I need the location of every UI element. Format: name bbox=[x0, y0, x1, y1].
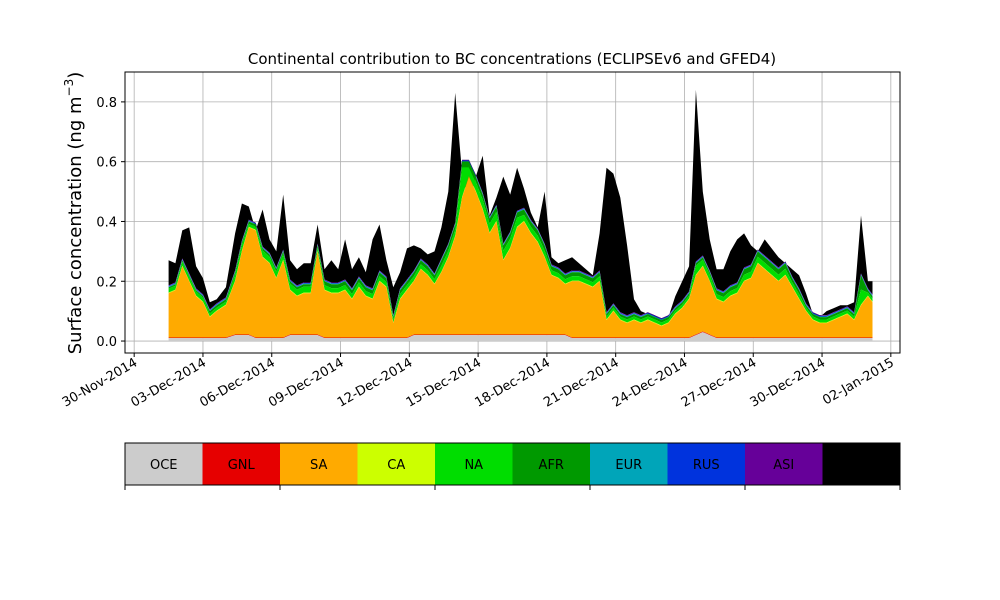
legend-swatch-sa bbox=[280, 443, 358, 485]
x-tick-label: 12-Dec-2014 bbox=[335, 355, 415, 410]
y-tick-label: 0.8 bbox=[96, 96, 117, 111]
y-tick-label: 0.0 bbox=[96, 335, 117, 350]
y-tick-label: 0.4 bbox=[96, 215, 117, 230]
legend-label-asi: ASI bbox=[773, 458, 794, 473]
x-tick-label: 30-Nov-2014 bbox=[60, 355, 140, 410]
legend-swatch-afr bbox=[512, 443, 591, 485]
y-tick-label: 0.2 bbox=[96, 275, 117, 290]
area-series-afr bbox=[168, 161, 873, 323]
legend-label-rus: RUS bbox=[693, 458, 720, 473]
x-tick-label: 15-Dec-2014 bbox=[404, 355, 484, 410]
legend-label-sa: SA bbox=[310, 458, 327, 473]
legend-label-afr: AFR bbox=[539, 458, 564, 473]
area-series-oce bbox=[168, 332, 873, 341]
plot-frame bbox=[124, 71, 901, 354]
legend-label-gnl: GNL bbox=[228, 458, 256, 473]
y-tick-label: 0.6 bbox=[96, 156, 117, 171]
y-axis-label: Surface concentration (ng m−3) bbox=[62, 72, 86, 355]
legend-label-na: NA bbox=[464, 458, 483, 473]
plot-area bbox=[125, 72, 900, 353]
legend-label-aus: AUS bbox=[848, 458, 875, 473]
legend-swatch-ca bbox=[357, 443, 436, 485]
legend-swatch-na bbox=[435, 443, 513, 485]
area-series-aus bbox=[168, 89, 873, 321]
x-tick-label: 30-Dec-2014 bbox=[748, 355, 828, 410]
x-tick-label: 03-Dec-2014 bbox=[129, 355, 209, 410]
colorbar-legend: OCE GNL SA CA NA AFR EUR RUS ASI AUS bbox=[124, 442, 901, 490]
colorbar-frame bbox=[124, 442, 901, 486]
legend-label-eur: EUR bbox=[615, 458, 642, 473]
area-series-sa bbox=[168, 176, 873, 338]
x-tick-label: 27-Dec-2014 bbox=[679, 355, 759, 410]
legend-swatch-gnl bbox=[202, 443, 281, 485]
x-tick-label: 09-Dec-2014 bbox=[266, 355, 346, 410]
legend-swatch-rus bbox=[667, 443, 746, 485]
area-series-na bbox=[168, 167, 873, 326]
legend-label-oce: OCE bbox=[150, 458, 178, 473]
legend-swatch-aus bbox=[822, 443, 901, 485]
x-tick-label: 02-Jan-2015 bbox=[820, 355, 897, 408]
legend-swatch-oce bbox=[125, 443, 203, 485]
x-tick-label: 21-Dec-2014 bbox=[541, 355, 621, 410]
x-tick-label: 24-Dec-2014 bbox=[610, 355, 690, 410]
x-tick-label: 18-Dec-2014 bbox=[472, 355, 552, 410]
area-series-gnl bbox=[168, 331, 873, 339]
legend-swatch-asi bbox=[745, 443, 823, 485]
legend-swatch-eur bbox=[590, 443, 668, 485]
legend-label-ca: CA bbox=[387, 458, 405, 473]
chart-title: Continental contribution to BC concentra… bbox=[248, 50, 776, 68]
x-tick-label: 06-Dec-2014 bbox=[197, 355, 277, 410]
